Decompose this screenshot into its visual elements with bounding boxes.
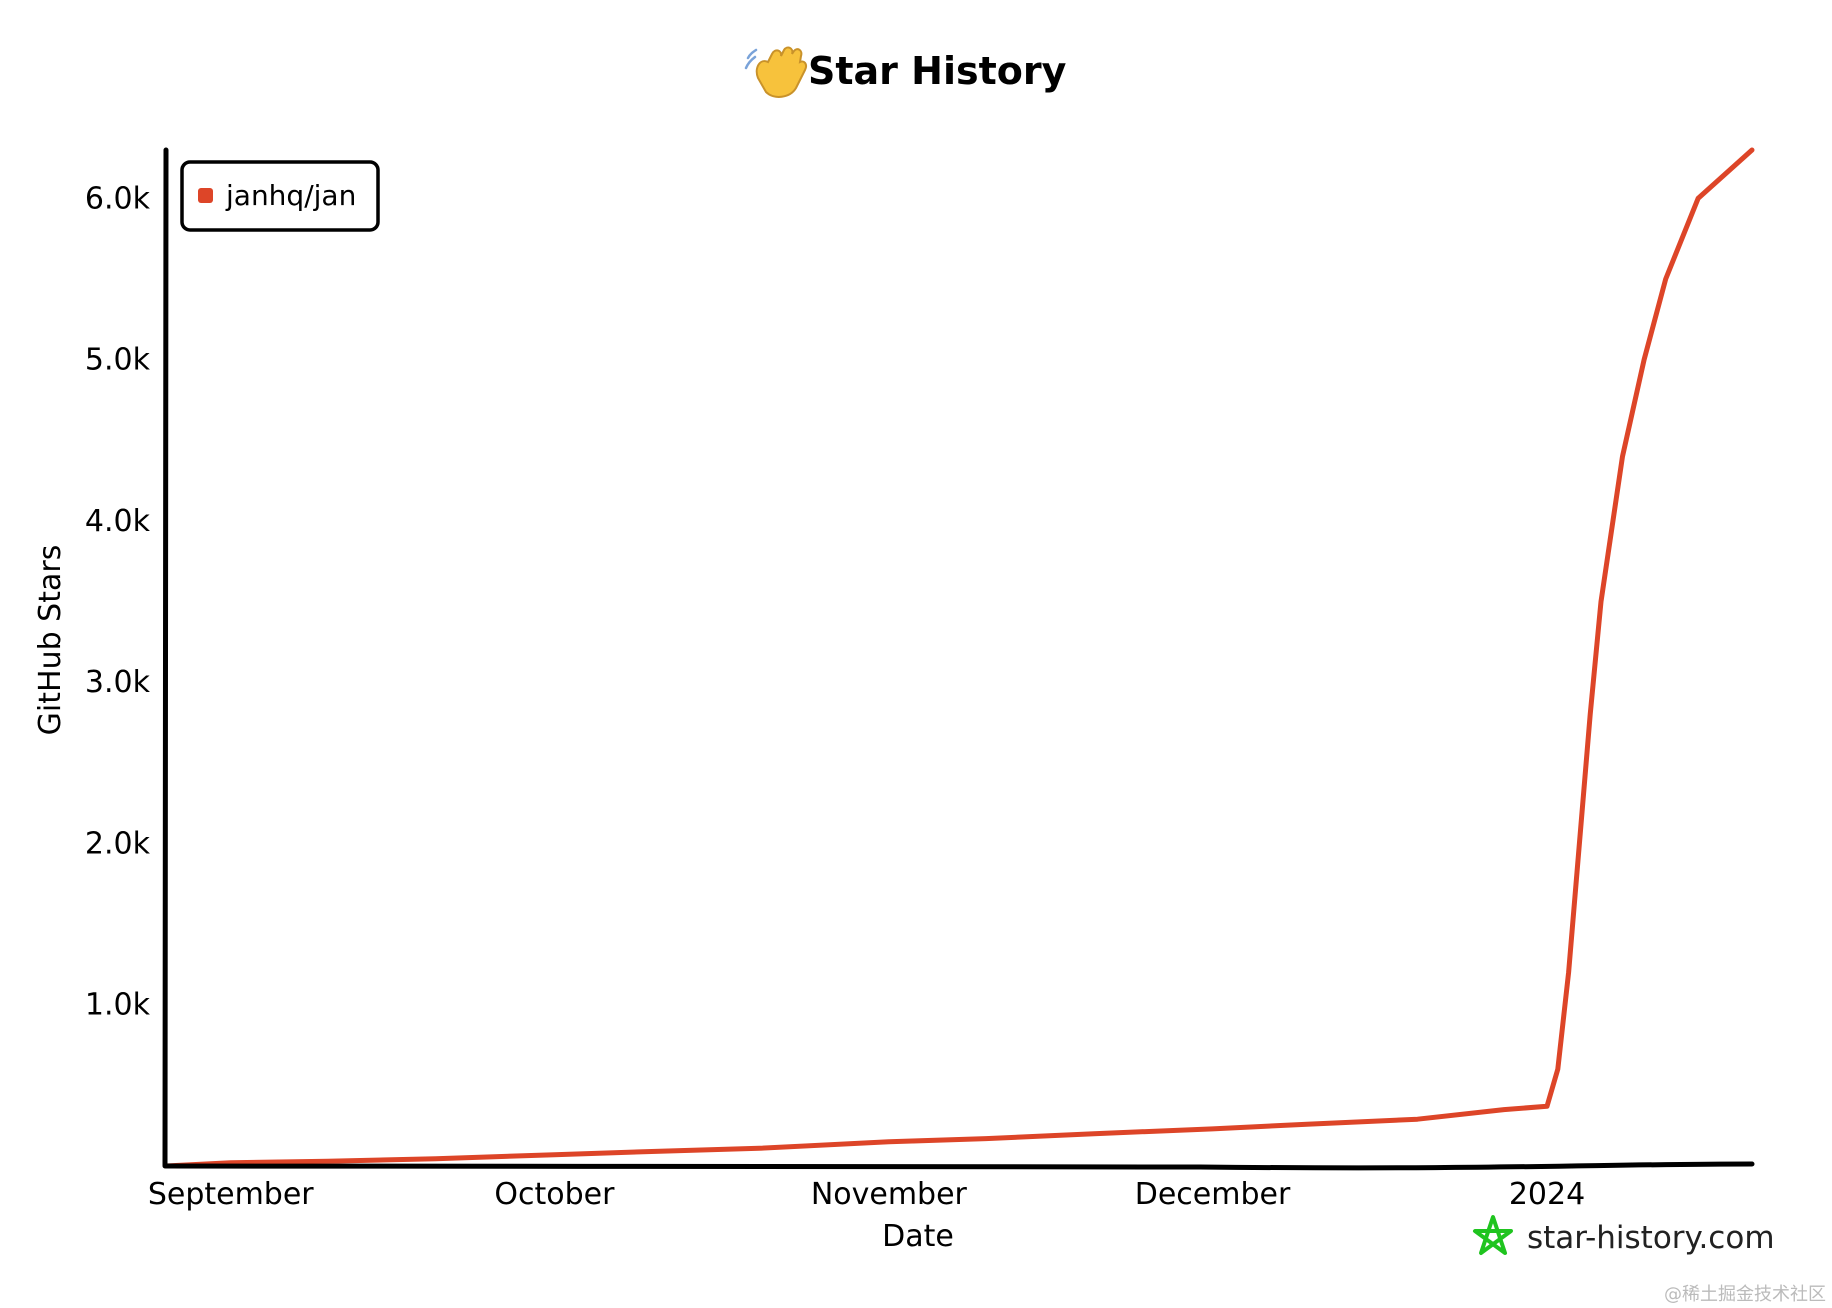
x-axis-title: Date [882, 1219, 954, 1254]
branding-text: star-history.com [1527, 1220, 1775, 1256]
y-tick-label: 1.0k [85, 988, 151, 1023]
x-tick-label: 2024 [1509, 1177, 1585, 1212]
legend-swatch [198, 188, 213, 203]
y-axis-ticks: 1.0k 2.0k 3.0k 4.0k 5.0k 6.0k [85, 181, 151, 1022]
star-history-logo-icon [1473, 1215, 1513, 1255]
x-tick-label: October [494, 1177, 615, 1212]
chart-title-group: Star History [744, 46, 1067, 98]
legend-label: janhq/jan [225, 179, 356, 212]
x-axis-line [163, 1161, 1755, 1171]
legend-box [180, 160, 380, 232]
y-tick-label: 2.0k [85, 826, 151, 861]
chart-title: Star History [808, 49, 1067, 93]
x-axis-ticks: September October November December 2024 [148, 1177, 1585, 1212]
y-tick-label: 6.0k [85, 181, 151, 216]
x-tick-label: September [148, 1177, 314, 1212]
watermark-text: @稀土掘金技术社区 [1664, 1284, 1826, 1305]
x-tick-label: December [1135, 1177, 1291, 1212]
y-tick-label: 5.0k [85, 343, 151, 378]
y-axis-title: GitHub Stars [33, 545, 68, 736]
series-layer [163, 147, 1755, 1169]
y-tick-label: 3.0k [85, 665, 151, 700]
x-tick-label: November [811, 1177, 968, 1212]
y-tick-label: 4.0k [85, 504, 151, 539]
legend: janhq/jan [180, 160, 380, 232]
series-line [163, 147, 1755, 1169]
waving-hand-icon [744, 46, 808, 98]
branding: star-history.com [1473, 1215, 1775, 1256]
y-axis-line [162, 147, 169, 1169]
